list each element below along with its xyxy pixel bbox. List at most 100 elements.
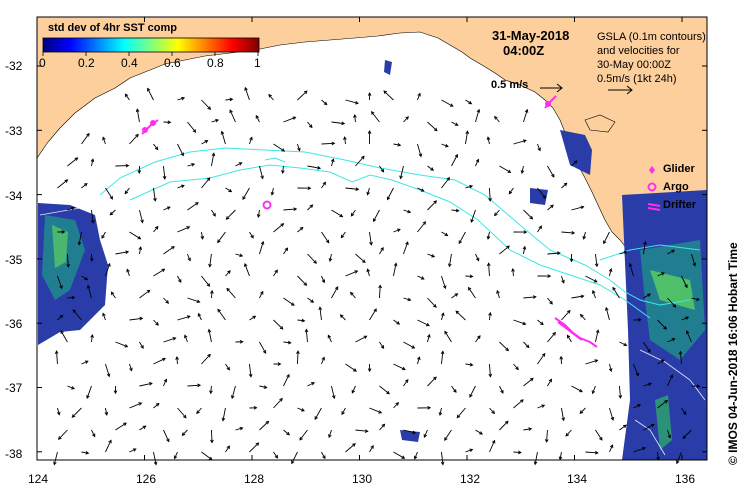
velocity-arrow — [378, 284, 382, 299]
velocity-arrow — [328, 429, 332, 439]
velocity-arrow — [115, 250, 130, 255]
velocity-arrow — [369, 308, 377, 321]
velocity-arrow — [139, 289, 151, 299]
y-tick-label: -34 — [5, 189, 23, 203]
velocity-arrow — [537, 352, 546, 365]
velocity-arrow — [489, 407, 496, 415]
velocity-arrow — [355, 253, 366, 264]
velocity-arrow — [177, 226, 191, 233]
velocity-arrow — [105, 187, 113, 200]
velocity-arrow — [494, 115, 500, 123]
velocity-arrow — [488, 311, 492, 321]
velocity-arrow — [331, 286, 339, 299]
velocity-arrow — [633, 363, 639, 377]
velocity-arrow — [163, 246, 175, 255]
velocity-arrow — [153, 225, 159, 233]
velocity-arrow — [327, 334, 332, 343]
velocity-arrow — [57, 230, 66, 234]
velocity-arrow — [297, 226, 304, 233]
glider-tracks — [141, 95, 557, 135]
velocity-arrow — [628, 262, 634, 277]
reference-arrow — [608, 85, 633, 95]
argo-float-marker — [262, 200, 272, 210]
credit-text: © IMOS 04-Jun-2018 16:06 Hobart Time — [726, 242, 740, 465]
x-tick-label: 124 — [28, 472, 49, 486]
velocity-arrow — [489, 439, 496, 453]
velocity-arrow — [566, 334, 572, 343]
velocity-arrow — [283, 340, 292, 345]
velocity-arrow — [211, 209, 216, 217]
velocity-arrow — [595, 329, 600, 343]
velocity-arrow — [691, 384, 701, 389]
velocity-arrow — [259, 165, 264, 180]
velocity-arrow — [681, 407, 687, 416]
velocity-arrow — [585, 359, 599, 365]
velocity-arrow — [163, 378, 168, 387]
velocity-arrow — [523, 108, 529, 123]
velocity-arrow — [513, 139, 527, 145]
velocity-arrow — [393, 401, 399, 409]
velocity-arrow — [259, 420, 270, 431]
velocity-arrow — [417, 187, 425, 192]
velocity-arrow — [173, 451, 178, 460]
velocity-arrow — [667, 374, 674, 387]
velocity-arrow — [273, 143, 286, 152]
velocity-arrow — [163, 120, 172, 125]
info-box: GSLA (0.1m contours) and velocities for … — [597, 30, 706, 86]
velocity-arrow — [296, 350, 300, 365]
velocity-arrow — [340, 231, 346, 239]
velocity-arrow — [249, 315, 257, 321]
velocity-arrow — [366, 187, 370, 196]
velocity-arrow — [488, 187, 492, 202]
velocity-arrow — [612, 286, 620, 299]
velocity-arrow — [57, 179, 69, 189]
velocity-arrow — [177, 275, 182, 283]
velocity-arrow — [427, 297, 437, 308]
velocity-arrow — [207, 328, 212, 343]
velocity-arrow — [225, 445, 231, 453]
velocity-arrow — [67, 206, 75, 211]
velocity-arrow — [210, 289, 214, 299]
velocity-arrow — [307, 204, 314, 211]
velocity-arrow — [86, 284, 92, 299]
velocity-arrow — [475, 253, 480, 262]
velocity-arrow — [369, 231, 373, 246]
velocity-arrow — [235, 162, 243, 167]
velocity-arrow — [417, 275, 425, 280]
velocity-arrow — [139, 209, 144, 224]
velocity-arrow — [217, 231, 226, 244]
velocity-arrow — [441, 275, 447, 290]
velocity-arrow — [177, 315, 191, 321]
velocity-arrow — [321, 451, 326, 460]
velocity-arrow — [667, 297, 677, 308]
velocity-arrow — [220, 130, 226, 145]
velocity-arrow — [201, 99, 212, 111]
velocity-arrow — [102, 312, 106, 321]
drifter-tracks — [554, 317, 598, 348]
velocity-arrow — [210, 429, 214, 444]
velocity-arrow — [299, 429, 308, 441]
velocity-arrow — [440, 350, 445, 365]
velocity-arrow — [547, 331, 556, 343]
velocity-arrow — [667, 249, 675, 255]
velocity-arrow — [591, 289, 596, 299]
velocity-arrow — [465, 448, 474, 453]
velocity-arrow — [124, 93, 130, 101]
velocity-arrow — [105, 262, 111, 277]
velocity-arrow — [585, 275, 598, 283]
velocity-arrow — [249, 231, 254, 239]
velocity-arrow — [153, 268, 166, 277]
velocity-arrow — [369, 407, 383, 414]
colorbar-tick-label: 0.8 — [207, 56, 224, 70]
velocity-arrow — [67, 385, 75, 390]
velocity-arrow — [393, 451, 406, 459]
velocity-arrow — [523, 295, 537, 299]
velocity-arrow — [101, 231, 106, 239]
velocity-arrow — [458, 231, 466, 245]
velocity-arrow — [544, 429, 549, 443]
velocity-arrow — [667, 429, 672, 439]
velocity-arrow — [283, 429, 290, 436]
velocity-arrow — [355, 429, 369, 433]
velocity-arrow — [153, 319, 159, 326]
velocity-arrow — [608, 363, 613, 373]
